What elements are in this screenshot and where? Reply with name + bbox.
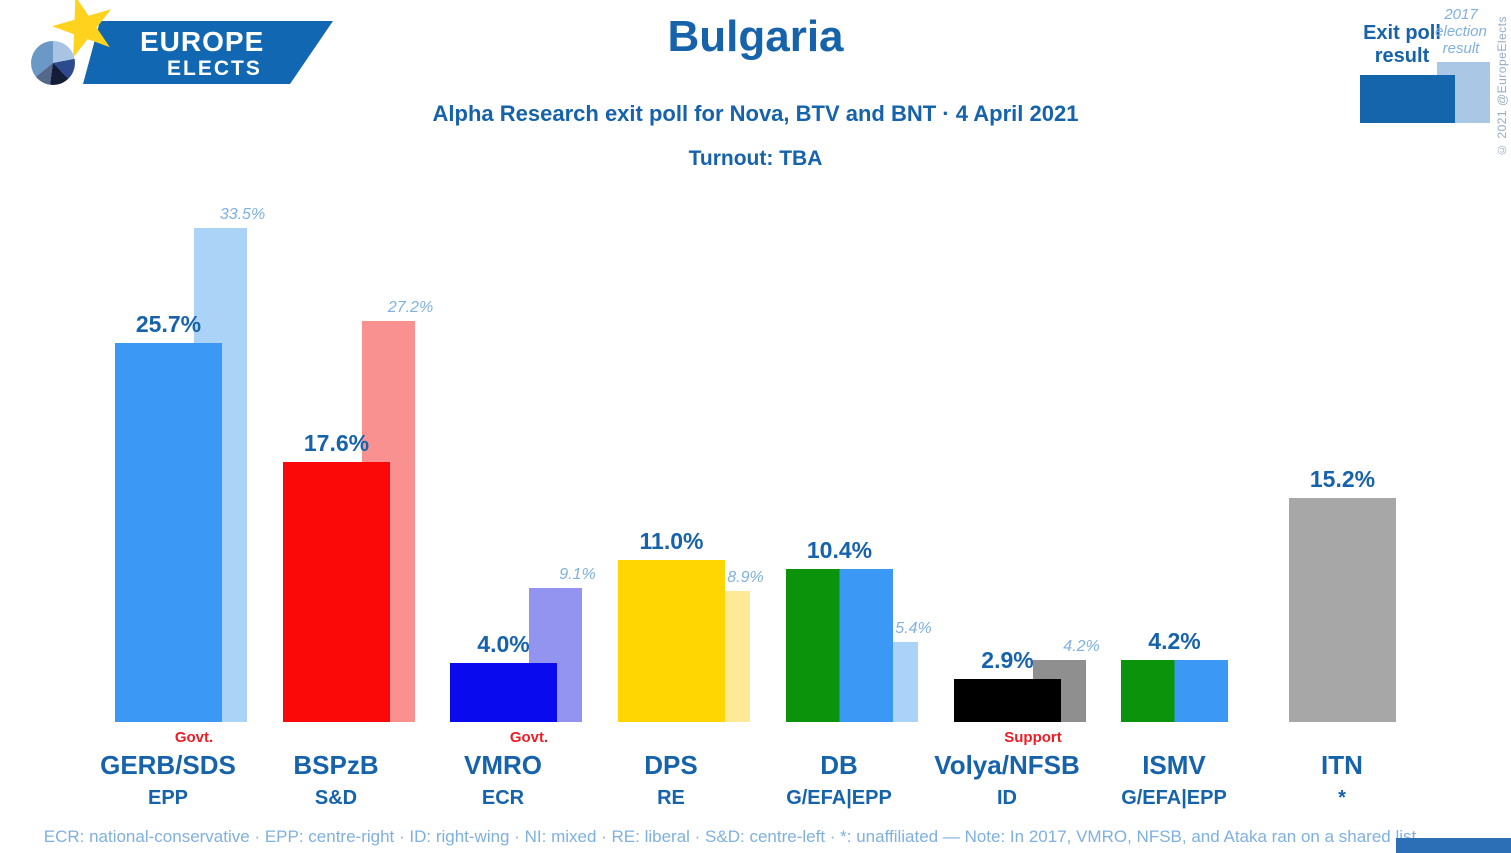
party-name: VMRO bbox=[464, 750, 542, 780]
pie-chart-logo-icon bbox=[31, 41, 75, 85]
legend-exit-poll-label: Exit poll result bbox=[1363, 22, 1441, 67]
exit-poll-bar bbox=[618, 559, 725, 722]
eu-group-name: * bbox=[1338, 787, 1346, 809]
page-title: Bulgaria bbox=[667, 12, 844, 61]
government-note: Govt. bbox=[174, 729, 214, 746]
party-name: Volya/NFSB bbox=[934, 750, 1080, 780]
logo-banner bbox=[83, 21, 333, 84]
party-name: ITN bbox=[1321, 750, 1363, 780]
party-name: DPS bbox=[644, 750, 698, 780]
bar-group: 5.4% 10.4% DB G/EFA|EPP bbox=[786, 0, 946, 853]
europe-elects-logo: ★ EUROPE ELECTS bbox=[0, 0, 360, 110]
party-name: ISMV bbox=[1142, 750, 1206, 780]
eu-group-name: EPP bbox=[147, 787, 189, 809]
exit-poll-bar bbox=[283, 462, 390, 722]
eu-group-name: ECR bbox=[481, 787, 525, 809]
legend-exit-poll-swatch bbox=[1360, 75, 1455, 123]
logo-text-elects: ELECTS bbox=[167, 57, 262, 80]
footer-accent-bar bbox=[1396, 838, 1511, 853]
government-note: Support bbox=[1004, 729, 1062, 746]
exit-poll-bar bbox=[115, 342, 222, 722]
party-name: GERB/SDS bbox=[100, 750, 236, 780]
bar-group: 15.2% ITN * bbox=[1289, 0, 1449, 853]
party-name: DB bbox=[820, 750, 858, 780]
exit-poll-bar bbox=[450, 663, 557, 722]
exit-poll-bar bbox=[1121, 660, 1228, 722]
exit-poll-bar bbox=[786, 568, 893, 722]
previous-result-value-label: 8.9% bbox=[727, 568, 764, 586]
exit-poll-value-label: 17.6% bbox=[303, 430, 370, 457]
chart-subtitle: Alpha Research exit poll for Nova, BTV a… bbox=[432, 101, 1079, 126]
exit-poll-value-label: 10.4% bbox=[806, 536, 873, 563]
eu-group-name: RE bbox=[657, 787, 685, 809]
legend-2017-result-label: 2017 election result bbox=[1435, 6, 1487, 57]
party-name: BSPzB bbox=[293, 750, 379, 780]
eu-group-name: G/EFA|EPP bbox=[786, 787, 892, 809]
exit-poll-value-label: 15.2% bbox=[1309, 465, 1376, 492]
previous-result-value-label: 9.1% bbox=[559, 565, 596, 583]
previous-result-value-label: 33.5% bbox=[219, 205, 266, 223]
exit-poll-bar bbox=[954, 679, 1061, 722]
exit-poll-value-label: 11.0% bbox=[639, 527, 704, 554]
bar-group: 4.2% 2.9% Support Volya/NFSB ID bbox=[934, 0, 1114, 853]
bar-group: 33.5% 25.7% Govt. GERB/SDS EPP bbox=[100, 0, 275, 853]
exit-poll-value-label: 25.7% bbox=[135, 310, 202, 337]
turnout-label: Turnout: TBA bbox=[688, 147, 823, 170]
exit-poll-value-label: 4.2% bbox=[1148, 628, 1201, 655]
exit-poll-value-label: 4.0% bbox=[477, 631, 530, 657]
exit-poll-bar bbox=[1289, 497, 1396, 722]
bar-group: 8.9% 11.0% DPS RE bbox=[618, 0, 778, 853]
eu-group-name: ID bbox=[997, 787, 1017, 809]
previous-result-value-label: 27.2% bbox=[387, 298, 434, 316]
logo-text-europe: EUROPE bbox=[140, 26, 265, 57]
eu-group-name: S&D bbox=[314, 787, 358, 809]
footnote: ECR: national-conservative · EPP: centre… bbox=[43, 827, 1417, 846]
bar-group: 9.1% 4.0% Govt. VMRO ECR bbox=[450, 0, 610, 853]
bar-group: 4.2% ISMV G/EFA|EPP bbox=[1121, 0, 1281, 853]
government-note: Govt. bbox=[509, 729, 549, 746]
eu-group-name: G/EFA|EPP bbox=[1121, 787, 1227, 809]
bar-group: 27.2% 17.6% BSPzB S&D bbox=[283, 0, 443, 853]
previous-result-value-label: 5.4% bbox=[895, 620, 932, 638]
exit-poll-value-label: 2.9% bbox=[981, 647, 1034, 674]
previous-result-value-label: 4.2% bbox=[1063, 638, 1100, 656]
